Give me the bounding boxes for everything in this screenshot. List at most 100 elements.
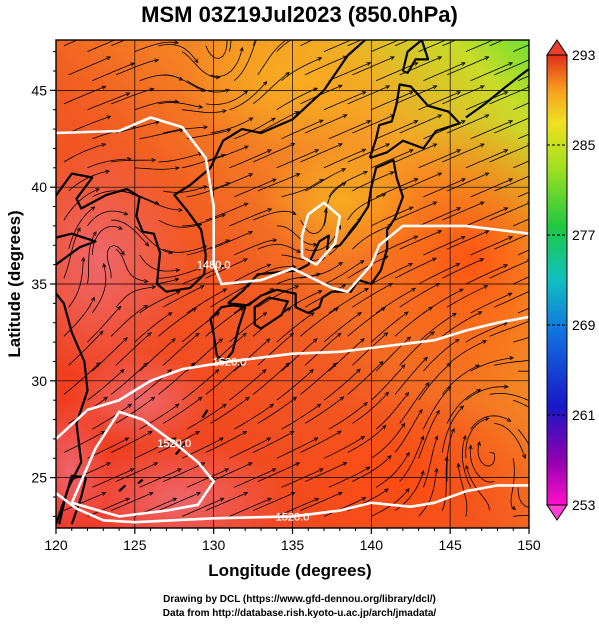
streamline-arrowhead: [106, 115, 112, 120]
streamline: [63, 492, 106, 511]
streamline-arrowhead: [150, 396, 156, 401]
streamline-arrowhead: [507, 292, 513, 297]
streamline: [423, 236, 466, 256]
streamline: [91, 263, 107, 314]
streamline-arrowhead: [509, 356, 515, 361]
streamline-arrowhead: [290, 143, 296, 147]
streamline-arrowhead: [364, 288, 369, 293]
streamline-arrowhead: [435, 283, 441, 288]
streamline: [68, 115, 111, 134]
streamline: [158, 152, 203, 163]
streamline-arrowhead: [532, 288, 536, 291]
streamline: [352, 114, 395, 134]
streamline: [163, 462, 205, 482]
streamline: [517, 191, 529, 198]
streamline: [513, 336, 529, 343]
streamline-arrowhead: [336, 332, 342, 338]
streamline-arrowhead: [129, 468, 135, 473]
streamline-arrowhead: [266, 437, 272, 442]
streamline: [210, 462, 253, 482]
streamline-arrowhead: [408, 91, 414, 96]
streamline-arrowhead: [390, 56, 395, 61]
streamline-arrowhead: [435, 409, 440, 415]
streamline: [68, 462, 111, 482]
streamline: [134, 100, 179, 111]
streamline: [465, 417, 489, 459]
colorbar-tick-label: 293: [572, 47, 596, 63]
streamline-arrowhead: [456, 34, 460, 37]
streamline: [446, 428, 455, 482]
streamline: [111, 219, 149, 247]
streamline: [134, 437, 176, 459]
streamline: [347, 193, 386, 221]
streamline-arrowhead: [177, 468, 182, 473]
streamline: [281, 403, 321, 430]
streamline: [63, 40, 79, 47]
streamline-arrowhead: [266, 263, 272, 268]
streamline: [465, 149, 508, 169]
streamline: [87, 498, 130, 517]
streamline: [281, 468, 324, 488]
streamline-arrowhead: [125, 34, 129, 37]
streamline: [92, 62, 135, 82]
streamlines: [63, 34, 536, 517]
streamline: [347, 361, 384, 395]
streamline: [470, 120, 513, 140]
streamline: [87, 306, 121, 343]
streamline: [210, 47, 243, 77]
streamline-arrowhead: [147, 332, 152, 337]
streamline: [234, 117, 276, 140]
streamline: [489, 86, 529, 105]
streamline-arrowhead: [504, 384, 509, 389]
streamline: [470, 292, 512, 314]
streamline: [418, 263, 460, 285]
streamline-arrowhead: [125, 92, 131, 97]
streamline-arrowhead: [359, 260, 365, 265]
streamline-arrowhead: [199, 285, 205, 290]
contour-label: 1520.0: [157, 438, 191, 450]
streamline-arrowhead: [479, 201, 485, 206]
streamline-arrowhead: [294, 111, 300, 116]
streamline: [115, 248, 148, 282]
streamline: [465, 40, 495, 52]
streamline-arrowhead: [484, 56, 490, 61]
streamline: [229, 264, 271, 285]
streamline-arrowhead: [337, 491, 343, 496]
streamline-arrowhead: [400, 364, 406, 369]
streamline: [276, 312, 315, 343]
streamline: [229, 498, 272, 517]
streamline: [457, 463, 468, 517]
streamline: [186, 129, 231, 140]
streamline: [210, 396, 250, 424]
streamline: [87, 40, 116, 52]
colorbar-tick-label: 269: [572, 317, 596, 333]
streamline: [300, 362, 337, 395]
streamline: [470, 62, 513, 82]
streamline-arrowhead: [130, 62, 135, 67]
streamline-arrowhead: [381, 307, 386, 312]
coastline: [201, 409, 209, 419]
streamline: [158, 492, 201, 511]
coastline: [401, 40, 430, 74]
streamline-arrowhead: [290, 492, 296, 496]
lat-lon-grid: [56, 40, 529, 528]
streamline-arrowhead: [366, 120, 372, 125]
streamline: [304, 462, 347, 482]
streamline-arrowhead: [222, 109, 228, 114]
streamline: [205, 431, 247, 453]
streamline-arrowhead: [197, 396, 203, 401]
streamline-arrowhead: [437, 230, 443, 235]
y-axis-label: Latitude (degrees): [5, 210, 24, 357]
streamline: [328, 466, 370, 488]
streamline-arrowhead: [171, 437, 177, 442]
streamline: [252, 210, 297, 221]
streamline: [470, 178, 513, 198]
streamline-arrowhead: [337, 84, 343, 89]
streamline: [513, 44, 529, 52]
streamline: [229, 81, 267, 111]
streamline: [139, 129, 184, 140]
streamline: [257, 462, 300, 482]
streamline-arrowhead: [224, 468, 230, 473]
streamline: [68, 170, 110, 192]
streamline-arrowhead: [503, 264, 509, 269]
